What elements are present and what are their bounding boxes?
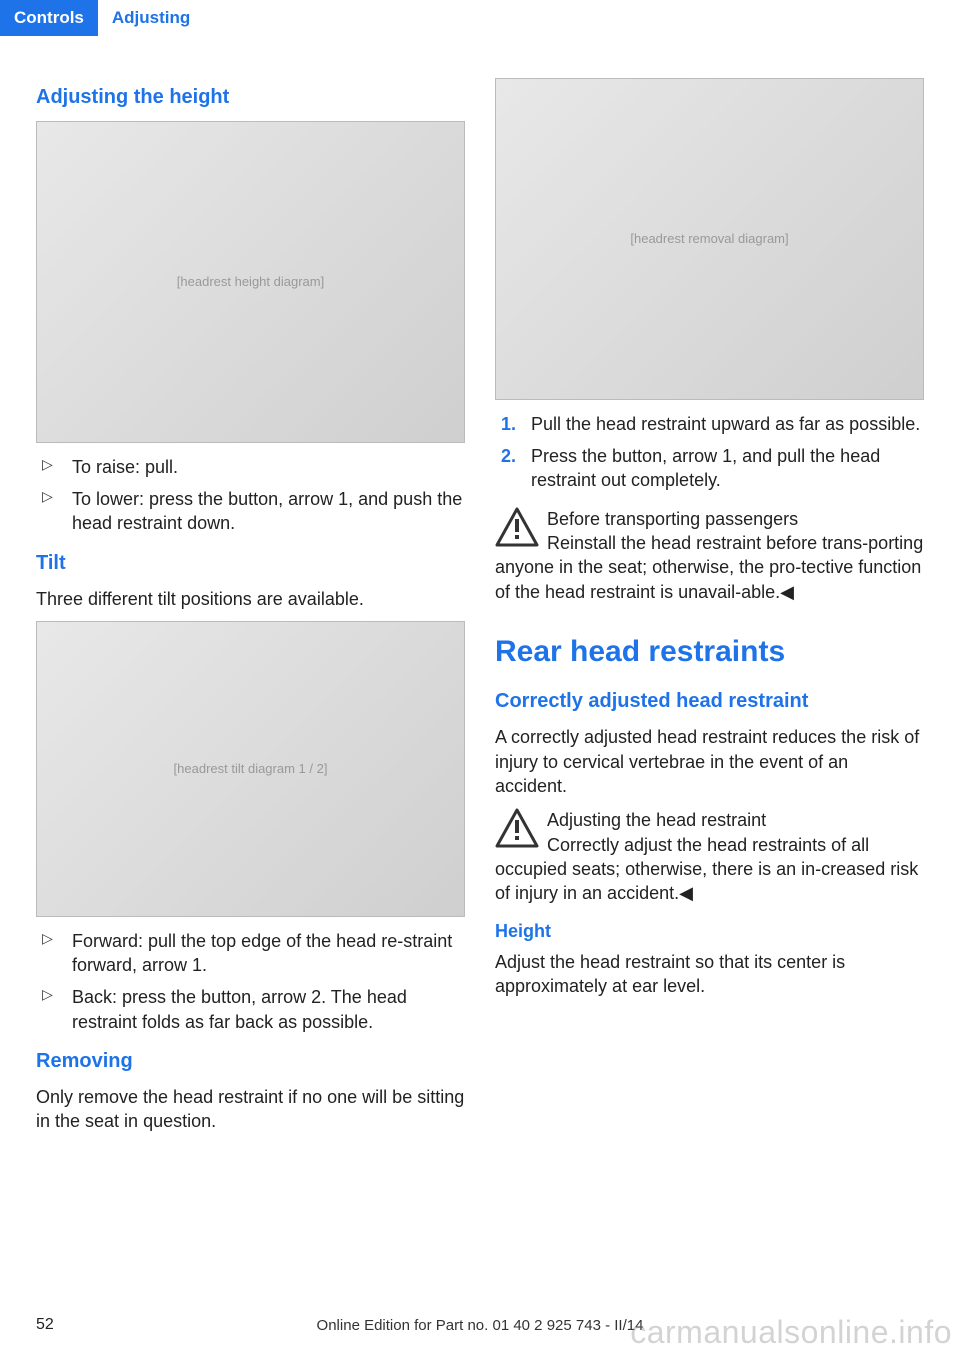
footer: 52 Online Edition for Part no. 01 40 2 9… xyxy=(36,1314,924,1336)
warning-adjust: Adjusting the head restraint Correctly a… xyxy=(495,808,924,905)
list-item: Forward: pull the top edge of the head r… xyxy=(42,929,465,978)
correct-text: A correctly adjusted head restraint redu… xyxy=(495,725,924,798)
heading-removing: Removing xyxy=(36,1048,465,1075)
footer-center-text: Online Edition for Part no. 01 40 2 925 … xyxy=(36,1316,924,1336)
figure-tilt: [headrest tilt diagram 1 / 2] xyxy=(36,621,465,917)
right-column: [headrest removal diagram] 1. Pull the h… xyxy=(495,78,924,1144)
heading-rear-head-restraints: Rear head restraints xyxy=(495,632,924,673)
warning-title: Adjusting the head restraint xyxy=(547,810,766,830)
warning-body: Correctly adjust the head restraints of … xyxy=(495,835,918,904)
step-text: Press the button, arrow 1, and pull the … xyxy=(531,446,880,490)
heading-tilt: Tilt xyxy=(36,550,465,577)
list-item: 1. Pull the head restraint upward as far… xyxy=(501,412,924,436)
warning-icon xyxy=(495,507,539,547)
tilt-intro: Three different tilt positions are avail… xyxy=(36,587,465,611)
step-number: 2. xyxy=(501,444,516,468)
removing-text: Only remove the head restraint if no one… xyxy=(36,1085,465,1134)
warning-title: Before transporting passengers xyxy=(547,509,798,529)
page-content: Adjusting the height [headrest height di… xyxy=(0,36,960,1144)
height-rear-text: Adjust the head restraint so that its ce… xyxy=(495,950,924,999)
step-number: 1. xyxy=(501,412,516,436)
list-item: 2. Press the button, arrow 1, and pull t… xyxy=(501,444,924,493)
list-item: To raise: pull. xyxy=(42,455,465,479)
left-column: Adjusting the height [headrest height di… xyxy=(36,78,465,1144)
figure-remove: [headrest removal diagram] xyxy=(495,78,924,400)
list-item: To lower: press the button, arrow 1, and… xyxy=(42,487,465,536)
heading-height-rear: Height xyxy=(495,919,924,943)
header-sub-adjusting: Adjusting xyxy=(98,0,204,36)
figure-height-alt: [headrest height diagram] xyxy=(177,273,324,291)
tilt-list: Forward: pull the top edge of the head r… xyxy=(36,929,465,1034)
header-tab-controls: Controls xyxy=(0,0,98,36)
heading-correctly-adjusted: Correctly adjusted head restraint xyxy=(495,688,924,715)
header-bar: Controls Adjusting xyxy=(0,0,960,36)
remove-steps: 1. Pull the head restraint upward as far… xyxy=(495,412,924,493)
list-item: Back: press the button, arrow 2. The hea… xyxy=(42,985,465,1034)
figure-tilt-alt: [headrest tilt diagram 1 / 2] xyxy=(174,760,328,778)
step-text: Pull the head restraint upward as far as… xyxy=(531,414,920,434)
warning-transport: Before transporting passengers Reinstall… xyxy=(495,507,924,604)
heading-adjusting-height: Adjusting the height xyxy=(36,84,465,111)
warning-icon xyxy=(495,808,539,848)
figure-remove-alt: [headrest removal diagram] xyxy=(630,230,788,248)
warning-body: Reinstall the head restraint before tran… xyxy=(495,533,923,602)
height-list: To raise: pull. To lower: press the butt… xyxy=(36,455,465,536)
figure-height: [headrest height diagram] xyxy=(36,121,465,443)
